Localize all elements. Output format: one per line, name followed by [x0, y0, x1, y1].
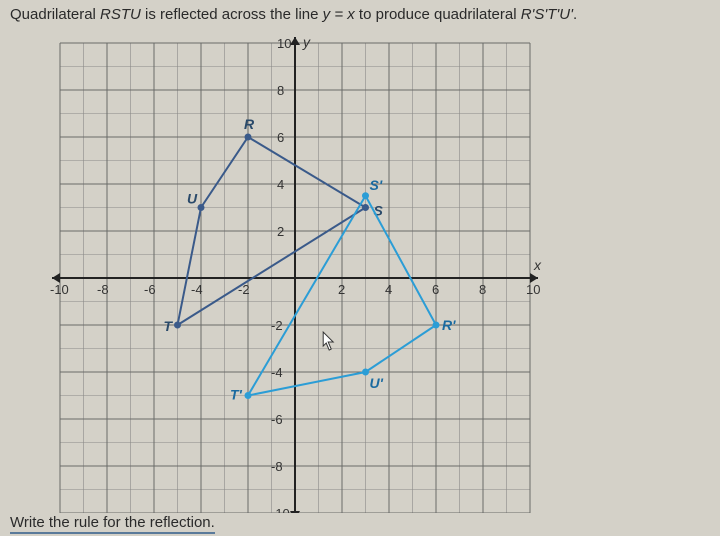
problem-shape: RSTU: [100, 6, 141, 23]
label-T: T: [164, 318, 174, 334]
point-R: [245, 134, 252, 141]
y-tick-label: -10: [271, 506, 290, 513]
x-tick-label: -4: [191, 282, 203, 297]
y-tick-label: 2: [277, 224, 284, 239]
point-S: [362, 204, 369, 211]
label-R: R: [244, 116, 255, 132]
y-tick-label: 4: [277, 177, 284, 192]
problem-image-shape: R'S'T'U': [521, 6, 573, 23]
point-T: [174, 322, 181, 329]
y-tick-label: -2: [271, 318, 283, 333]
x-tick-label: 2: [338, 282, 345, 297]
label-Uprime: U': [370, 375, 384, 391]
x-tick-label: -8: [97, 282, 109, 297]
y-tick-label: -6: [271, 412, 283, 427]
point-U': [362, 369, 369, 376]
coordinate-graph: xy-10-8-6-4-2246810-10-8-6-4-2246810RSTU…: [40, 33, 720, 518]
problem-suffix: to produce quadrilateral: [355, 6, 521, 23]
y-tick-label: 10: [277, 36, 291, 51]
x-axis-label: x: [533, 257, 542, 273]
x-tick-label: -6: [144, 282, 156, 297]
y-tick-label: 6: [277, 130, 284, 145]
problem-prefix: Quadrilateral: [10, 6, 100, 23]
y-axis-arrow: [290, 511, 300, 513]
point-S': [362, 192, 369, 199]
label-U: U: [187, 191, 198, 207]
label-S: S: [374, 203, 384, 219]
label-Sprime: S': [370, 177, 383, 193]
x-tick-label: 10: [526, 282, 540, 297]
problem-statement: Quadrilateral RSTU is reflected across t…: [0, 0, 720, 27]
x-tick-label: 4: [385, 282, 392, 297]
problem-mid: is reflected across the line: [141, 6, 323, 23]
point-R': [433, 322, 440, 329]
y-axis-arrow: [290, 37, 300, 45]
problem-eq: y = x: [323, 6, 355, 23]
x-tick-label: 8: [479, 282, 486, 297]
point-U: [198, 204, 205, 211]
y-tick-label: -8: [271, 459, 283, 474]
label-Rprime: R': [442, 317, 456, 333]
cursor-icon: [323, 332, 333, 350]
x-tick-label: 6: [432, 282, 439, 297]
instruction-text: Write the rule for the reflection.: [10, 514, 215, 534]
graph-svg: xy-10-8-6-4-2246810-10-8-6-4-2246810RSTU…: [40, 33, 600, 513]
y-axis-label: y: [302, 34, 311, 50]
point-T': [245, 392, 252, 399]
y-tick-label: -4: [271, 365, 283, 380]
x-tick-label: -10: [50, 282, 69, 297]
problem-end: .: [573, 6, 577, 23]
y-tick-label: 8: [277, 83, 284, 98]
label-Tprime: T': [230, 387, 243, 403]
